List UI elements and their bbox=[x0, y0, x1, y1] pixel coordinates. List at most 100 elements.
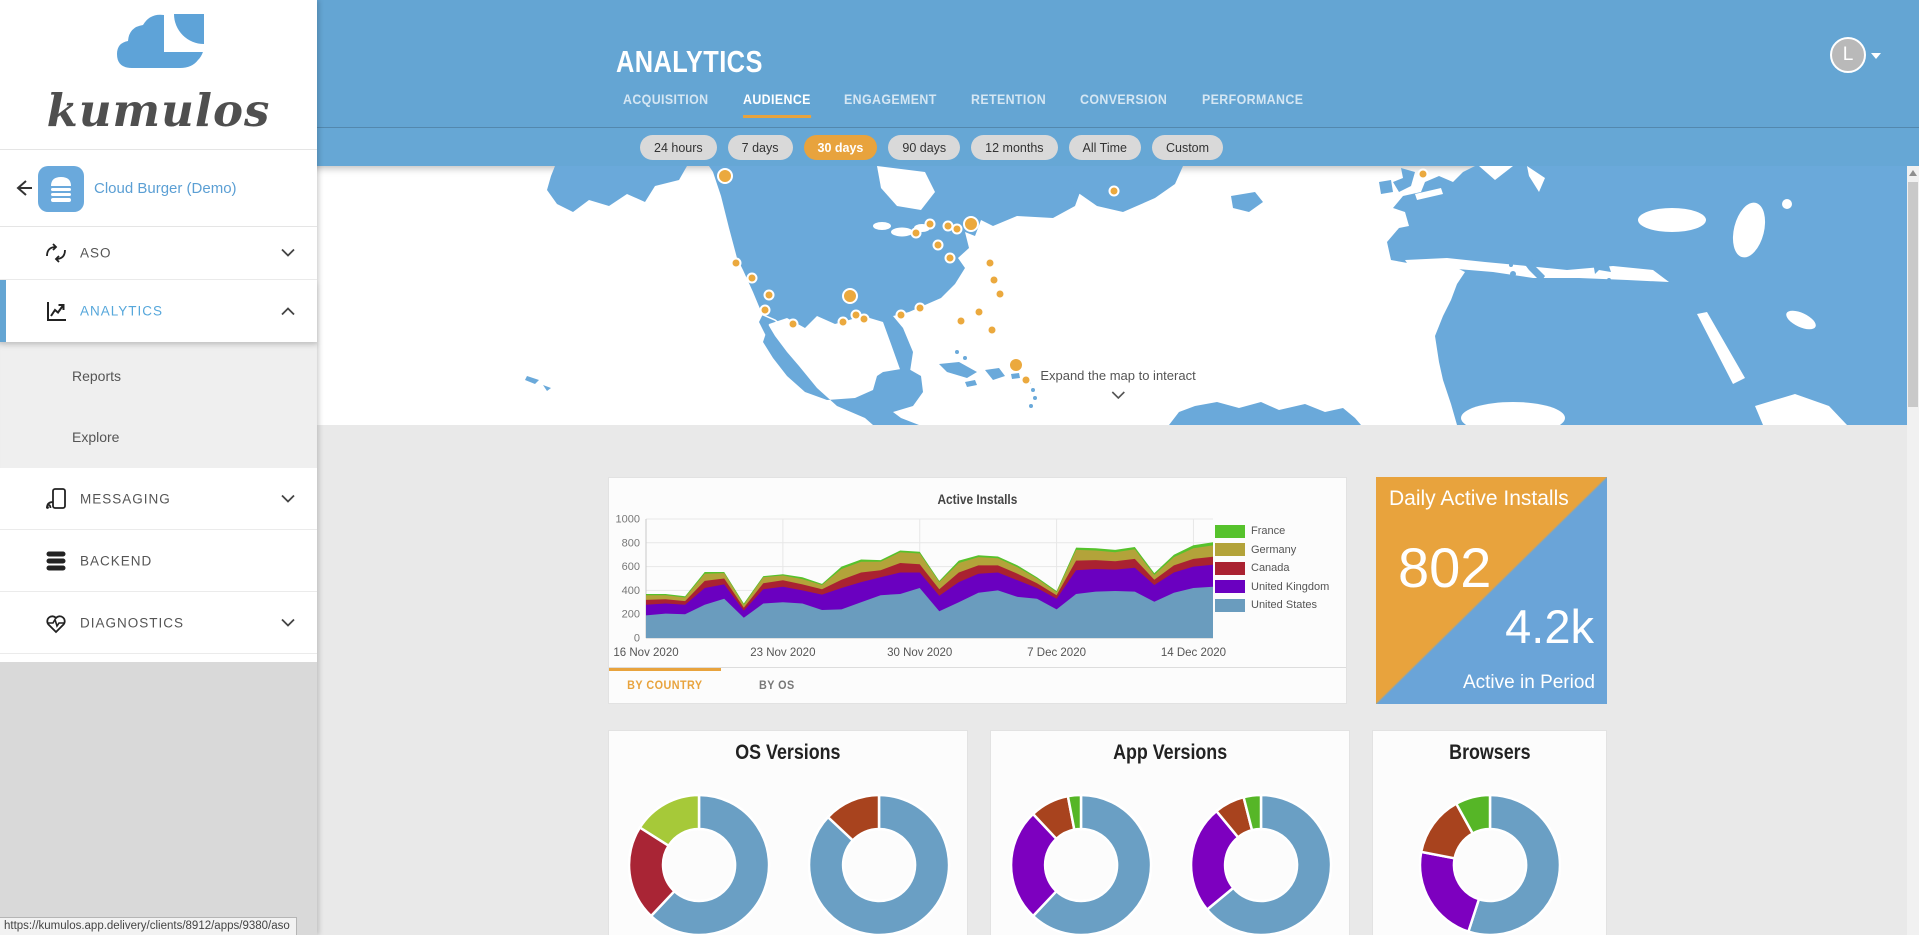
sidebar-item-label: MESSAGING bbox=[80, 491, 171, 506]
map-marker[interactable] bbox=[955, 315, 967, 327]
tab-acquisition[interactable]: ACQUISITION bbox=[623, 92, 709, 107]
map-marker[interactable] bbox=[1008, 357, 1024, 373]
map-svg[interactable] bbox=[317, 166, 1907, 425]
os-versions-donut-2 bbox=[807, 793, 951, 935]
legend-item: Canada bbox=[1215, 559, 1329, 578]
sidebar-item-label: ANALYTICS bbox=[80, 303, 164, 319]
vertical-scrollbar[interactable] bbox=[1907, 166, 1919, 935]
tab-conversion[interactable]: CONVERSION bbox=[1080, 92, 1168, 107]
tab-engagement[interactable]: ENGAGEMENT bbox=[843, 92, 937, 107]
chevron-down-icon bbox=[281, 494, 295, 503]
svg-text:400: 400 bbox=[622, 585, 640, 597]
user-avatar[interactable]: L bbox=[1830, 37, 1866, 73]
sidebar-nav: ASO ANALYTICS Reports Explore bbox=[0, 227, 317, 654]
map-marker[interactable] bbox=[988, 274, 1000, 286]
donut-slice bbox=[807, 793, 951, 935]
map-marker[interactable] bbox=[746, 272, 758, 284]
sidebar-item-diagnostics[interactable]: DIAGNOSTICS bbox=[0, 592, 317, 654]
browsers-donut bbox=[1418, 793, 1562, 935]
sidebar-item-analytics[interactable]: ANALYTICS bbox=[0, 280, 317, 342]
sidebar-item-label: DIAGNOSTICS bbox=[80, 615, 185, 630]
tab-retention[interactable]: RETENTION bbox=[971, 92, 1047, 107]
map-marker[interactable] bbox=[924, 218, 936, 230]
map-marker[interactable] bbox=[1417, 168, 1429, 180]
svg-text:800: 800 bbox=[622, 537, 640, 549]
daily-active-value: 802 bbox=[1398, 536, 1492, 599]
app-versions-card: App Versions bbox=[990, 730, 1350, 935]
map-water-cutouts bbox=[760, 166, 1847, 425]
filter-all-time[interactable]: All Time bbox=[1068, 135, 1141, 160]
map-marker[interactable] bbox=[994, 288, 1006, 300]
svg-text:1000: 1000 bbox=[616, 514, 640, 526]
filter-12-months[interactable]: 12 months bbox=[971, 135, 1058, 160]
legend-swatch bbox=[1215, 543, 1245, 557]
sidebar-item-aso[interactable]: ASO bbox=[0, 227, 317, 280]
map-marker[interactable] bbox=[942, 220, 954, 232]
map-marker[interactable] bbox=[944, 252, 956, 264]
scrollbar-up-arrow-icon[interactable] bbox=[1909, 170, 1917, 176]
map-marker[interactable] bbox=[730, 257, 742, 269]
map-marker[interactable] bbox=[895, 309, 907, 321]
period-active-value: 4.2k bbox=[1505, 600, 1594, 653]
legend-swatch bbox=[1215, 524, 1245, 538]
app-icon-burger[interactable] bbox=[38, 166, 84, 212]
sidebar-item-backend[interactable]: BACKEND bbox=[0, 530, 317, 592]
back-arrow-icon[interactable] bbox=[12, 177, 34, 199]
filter-30-days[interactable]: 30 days bbox=[803, 135, 878, 160]
main-area: ANALYTICS ACQUISITION AUDIENCE ENGAGEMEN… bbox=[317, 0, 1919, 935]
dashboard-content: Active Installs 0 200 400 600 800 1000 16 Nov … bbox=[317, 425, 1919, 935]
sidebar-subitem-explore[interactable]: Explore bbox=[72, 429, 120, 445]
map-marker[interactable] bbox=[759, 304, 771, 316]
backend-database-icon bbox=[46, 551, 66, 570]
tab-by-country[interactable]: BY COUNTRY bbox=[609, 668, 721, 703]
app-name-link[interactable]: Cloud Burger (Demo) bbox=[94, 180, 237, 197]
legend-swatch bbox=[1215, 561, 1245, 575]
legend-swatch bbox=[1215, 598, 1245, 612]
sidebar-item-label: BACKEND bbox=[80, 553, 153, 568]
os-versions-donut-1 bbox=[627, 793, 771, 935]
tab-by-os[interactable]: BY OS bbox=[759, 678, 795, 692]
donut-slice bbox=[1454, 793, 1492, 836]
messaging-icon bbox=[46, 487, 66, 509]
sidebar-subitem-reports[interactable]: Reports bbox=[72, 368, 122, 384]
chevron-down-icon bbox=[1111, 391, 1125, 400]
donut-slice bbox=[826, 793, 881, 843]
tab-performance[interactable]: PERFORMANCE bbox=[1201, 92, 1304, 107]
svg-text:30 Nov 2020: 30 Nov 2020 bbox=[887, 647, 952, 659]
donut-slice bbox=[1066, 793, 1083, 832]
filter-7-days[interactable]: 7 days bbox=[727, 135, 793, 160]
map-marker[interactable] bbox=[910, 227, 922, 239]
donut-slice bbox=[1031, 793, 1153, 935]
kumulos-logo[interactable]: kumulos bbox=[0, 0, 317, 150]
map-marker[interactable] bbox=[1020, 374, 1032, 386]
avatar-chevron-down-icon[interactable] bbox=[1871, 53, 1881, 59]
map-marker[interactable] bbox=[842, 288, 858, 304]
scrollbar-thumb[interactable] bbox=[1908, 182, 1918, 407]
map-marker[interactable] bbox=[986, 324, 998, 336]
burger-icon bbox=[51, 177, 71, 202]
map-marker[interactable] bbox=[973, 306, 985, 318]
filter-24-hours[interactable]: 24 hours bbox=[640, 135, 717, 160]
map-marker[interactable] bbox=[951, 223, 963, 235]
sidebar: kumulos Cloud Burger (Demo) ASO bbox=[0, 0, 317, 935]
svg-text:14 Dec 2020: 14 Dec 2020 bbox=[1161, 647, 1226, 659]
map-marker[interactable] bbox=[1108, 185, 1120, 197]
donut-slice bbox=[638, 793, 701, 848]
installs-card-tabs: BY COUNTRY BY OS bbox=[609, 667, 1346, 703]
sidebar-item-messaging[interactable]: MESSAGING bbox=[0, 468, 317, 530]
map-marker[interactable] bbox=[717, 168, 733, 184]
map-marker[interactable] bbox=[787, 318, 799, 330]
map-marker[interactable] bbox=[858, 313, 870, 325]
map-marker[interactable] bbox=[963, 216, 979, 232]
map-marker[interactable] bbox=[914, 302, 926, 314]
map-marker[interactable] bbox=[932, 239, 944, 251]
filter-custom[interactable]: Custom bbox=[1151, 135, 1224, 160]
filter-90-days[interactable]: 90 days bbox=[888, 135, 961, 160]
map-expand-hint[interactable]: Expand the map to interact bbox=[1040, 368, 1196, 404]
kumulos-cloud-icon bbox=[117, 8, 208, 68]
map-marker[interactable] bbox=[984, 257, 996, 269]
tab-audience[interactable]: AUDIENCE bbox=[742, 92, 811, 118]
map-marker[interactable] bbox=[763, 289, 775, 301]
map-marker[interactable] bbox=[837, 316, 849, 328]
